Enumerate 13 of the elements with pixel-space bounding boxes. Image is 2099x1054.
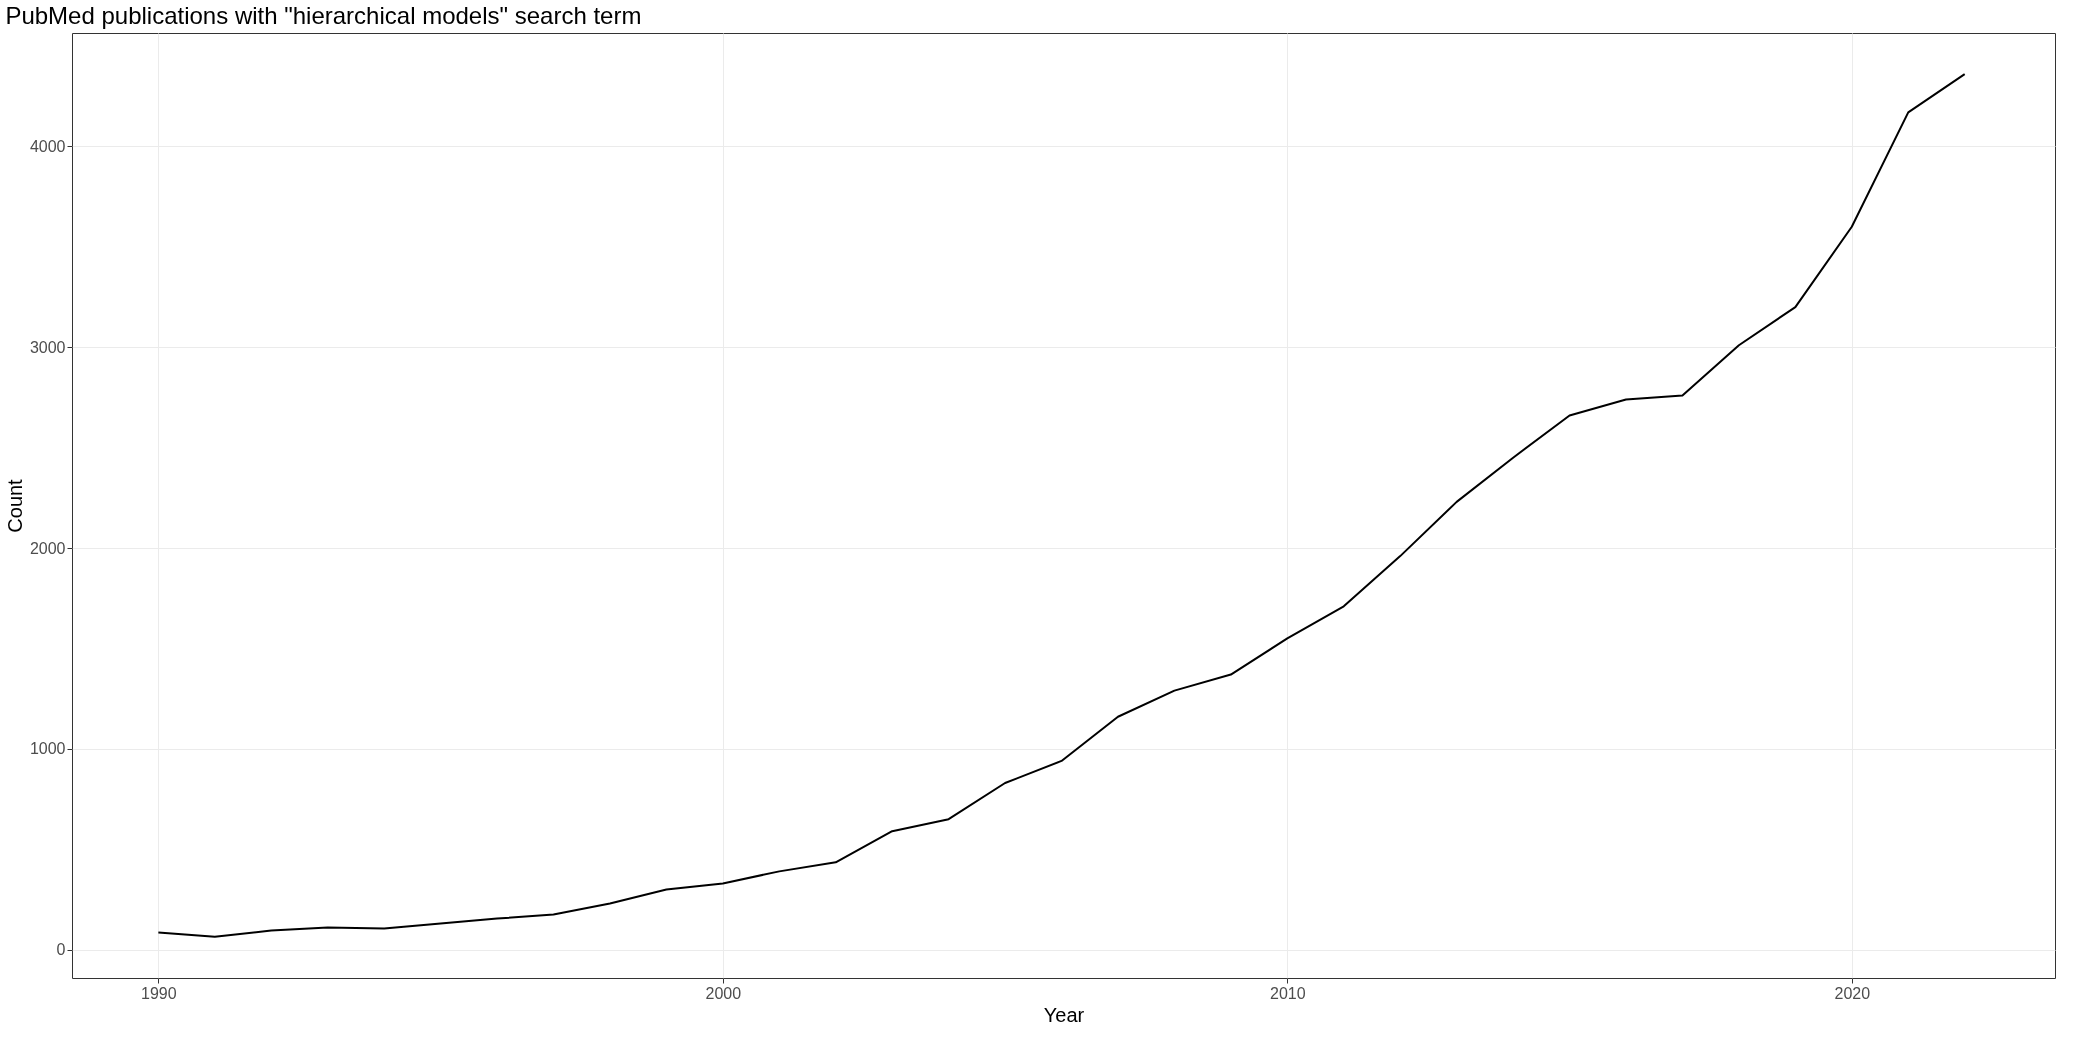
x-tick-label: 1990 — [141, 984, 177, 1002]
y-axis-title: Count — [3, 478, 26, 533]
y-tick-label: 2000 — [29, 539, 66, 557]
y-tick-label: 4000 — [29, 137, 66, 155]
y-tick-label: 0 — [56, 941, 66, 959]
x-tick-label: 2020 — [1834, 984, 1871, 1002]
x-tick-label: 2000 — [705, 984, 742, 1002]
line-series — [157, 73, 1966, 938]
y-tick-label: 3000 — [29, 338, 66, 356]
x-tick-label: 2010 — [1270, 984, 1306, 1002]
chart-title: PubMed publications with "hierarchical models" search term — [5, 2, 642, 29]
y-tick-label: 1000 — [29, 740, 66, 758]
x-axis-title: Year — [1043, 1003, 1085, 1026]
